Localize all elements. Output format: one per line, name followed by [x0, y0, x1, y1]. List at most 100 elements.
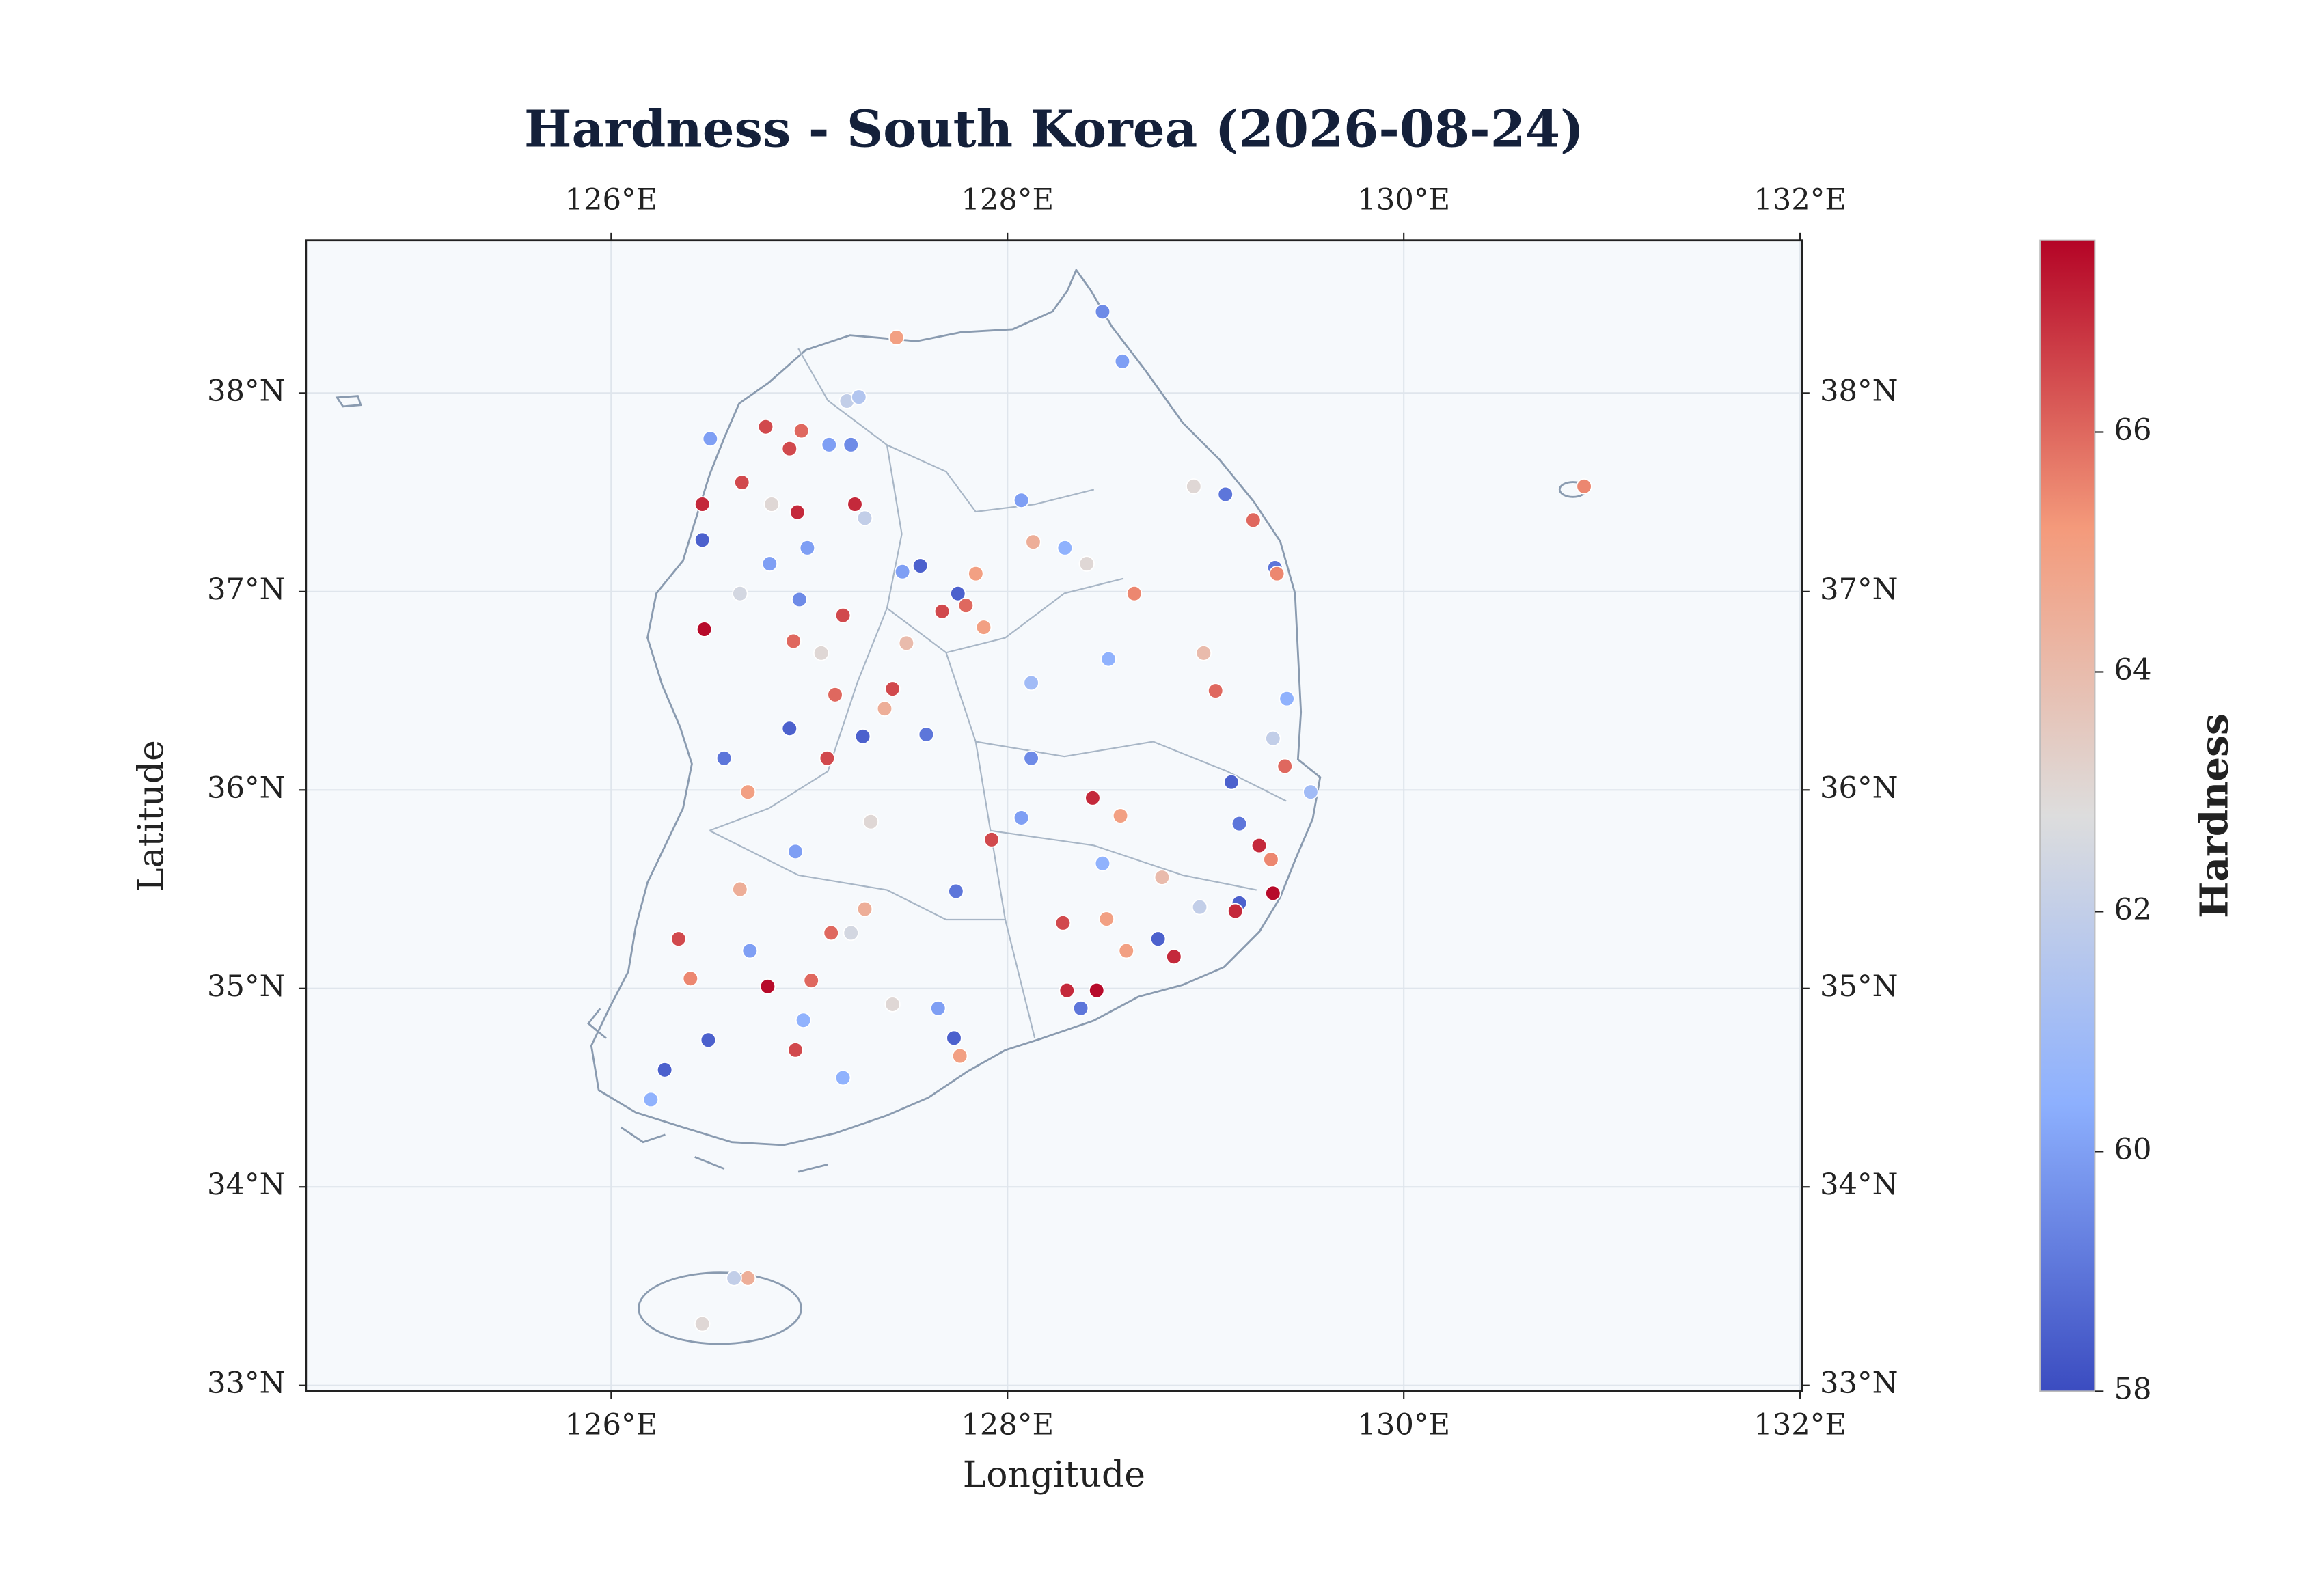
station-point	[930, 1000, 946, 1017]
plot-frame	[305, 239, 1803, 1392]
station-point	[1166, 948, 1182, 965]
station-point	[1265, 885, 1281, 902]
station-point	[847, 496, 863, 512]
station-point	[787, 1042, 804, 1058]
station-point	[1191, 898, 1208, 916]
station-point	[1126, 586, 1143, 602]
station-point	[696, 621, 713, 637]
x-tick-label: 126°E	[564, 1407, 657, 1442]
station-point	[1013, 810, 1030, 826]
y-tick-label-right: 37°N	[1820, 573, 1898, 607]
station-point	[834, 1069, 851, 1086]
x-tick-label: 128°E	[961, 1407, 1054, 1442]
station-point	[912, 558, 929, 574]
station-point	[888, 329, 905, 346]
station-point	[983, 831, 1000, 848]
station-point	[918, 726, 935, 743]
station-point	[1085, 790, 1101, 806]
mainland-outline	[590, 268, 1322, 1146]
station-point	[682, 970, 699, 987]
station-point	[1245, 512, 1262, 528]
station-point	[957, 597, 974, 614]
chart-title: Hardness - South Korea (2026-08-24)	[524, 100, 1584, 159]
y-tick-label-right: 38°N	[1820, 374, 1898, 408]
station-point	[1013, 492, 1030, 508]
station-point	[1078, 555, 1095, 572]
colorbar-tick-label: 58	[2114, 1372, 2151, 1406]
axes: 126°E 126°E 128°E 128°E 130°E 130°E 132°E 132°E…	[207, 182, 1898, 1442]
station-point	[1251, 837, 1268, 854]
grid	[305, 240, 1803, 1392]
station-point	[1265, 730, 1281, 747]
station-point	[789, 504, 806, 521]
station-point	[1195, 645, 1212, 661]
station-point	[950, 586, 966, 602]
station-point	[694, 532, 711, 549]
station-point	[793, 422, 810, 439]
station-point	[1263, 851, 1279, 868]
colorbar-tick-label: 64	[2114, 652, 2151, 687]
station-point	[884, 680, 901, 697]
station-point	[739, 1270, 756, 1287]
station-point	[1056, 540, 1074, 556]
station-point	[803, 972, 819, 989]
station-point	[781, 440, 797, 457]
station-point	[1094, 855, 1111, 872]
x-tick-label-top: 126°E	[564, 182, 657, 217]
station-point	[715, 750, 733, 767]
station-point	[732, 586, 748, 602]
station-point	[799, 540, 816, 556]
station-point	[694, 496, 711, 512]
station-point	[734, 474, 750, 491]
y-tick-label-right: 35°N	[1820, 969, 1898, 1004]
x-tick-label-top: 128°E	[961, 182, 1054, 217]
station-point	[946, 1030, 962, 1047]
station-point	[1303, 784, 1319, 800]
colorbar-axis: 58 60 62 64 66	[2095, 413, 2152, 1406]
station-point	[1089, 982, 1105, 999]
station-point	[1576, 478, 1592, 495]
x-tick-label: 130°E	[1357, 1407, 1450, 1442]
coastline	[335, 268, 1587, 1345]
station-point	[702, 430, 719, 447]
x-tick-label-top: 132°E	[1754, 182, 1846, 217]
station-point	[898, 635, 915, 652]
station-point	[1100, 650, 1117, 668]
station-point	[1268, 565, 1285, 582]
x-axis-label: Longitude	[963, 1455, 1145, 1496]
station-point	[694, 1315, 711, 1332]
station-point	[739, 784, 756, 800]
y-tick-label: 38°N	[207, 374, 286, 408]
station-point	[862, 814, 879, 830]
station-point	[1186, 478, 1202, 495]
station-point	[759, 978, 776, 995]
station-point	[813, 645, 830, 661]
station-point	[763, 496, 780, 512]
y-tick-label: 35°N	[207, 969, 286, 1004]
colorbar-tick-label: 66	[2114, 413, 2151, 447]
station-point	[851, 389, 867, 405]
station-point	[1217, 486, 1233, 503]
y-axis-label: Latitude	[131, 740, 172, 892]
station-point	[1149, 931, 1167, 947]
y-tick-label-right: 36°N	[1820, 771, 1898, 805]
station-point	[1231, 815, 1248, 832]
station-point	[856, 510, 873, 527]
station-point	[975, 619, 992, 635]
islands-outline	[335, 395, 828, 1173]
y-tick-label-right: 34°N	[1820, 1168, 1898, 1202]
station-point	[854, 728, 871, 745]
x-tick-label: 132°E	[1754, 1407, 1846, 1442]
station-point	[827, 687, 843, 703]
station-point	[795, 1012, 812, 1028]
colorbar	[2039, 239, 2096, 1392]
station-point	[856, 900, 873, 918]
station-point	[757, 419, 774, 435]
y-tick-label-right: 33°N	[1820, 1366, 1898, 1401]
station-point	[1227, 903, 1244, 920]
station-point	[1059, 982, 1075, 999]
station-point	[791, 591, 808, 608]
station-point	[670, 931, 687, 947]
station-point	[761, 555, 778, 572]
station-point	[1072, 1000, 1089, 1017]
